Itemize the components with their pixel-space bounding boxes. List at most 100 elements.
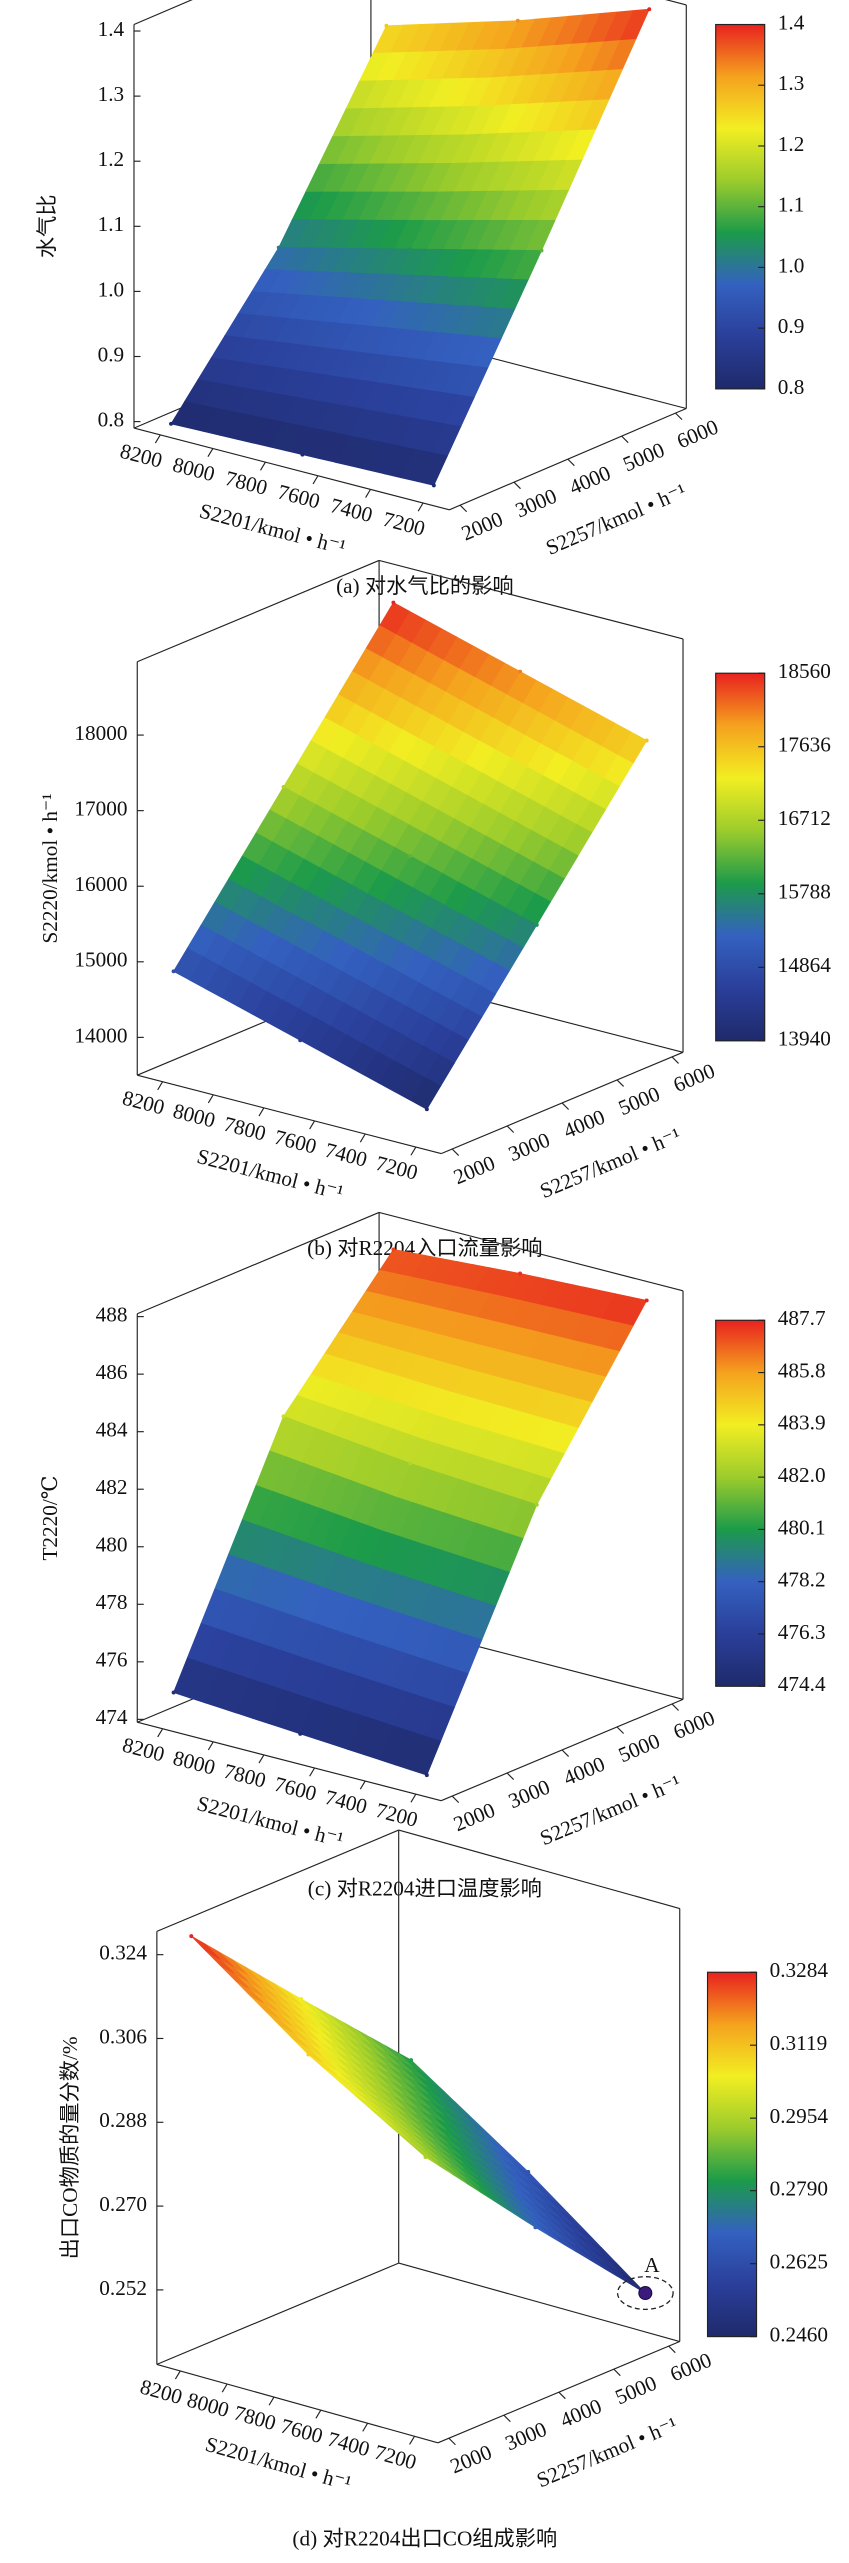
surface-patch bbox=[170, 401, 202, 429]
colorbar-tick-label: 18560 bbox=[778, 659, 831, 683]
surface-chart: 8200 8000 7800 7600 7400 7200 2000300040005000… bbox=[35, 0, 805, 598]
x-tick-label: 8000 bbox=[170, 452, 217, 486]
y-tick-label: 4000 bbox=[557, 2394, 605, 2433]
x-tick bbox=[174, 2370, 181, 2380]
x-tick bbox=[309, 1767, 316, 1777]
colorbar-tick-label: 476.3 bbox=[778, 1620, 826, 1644]
colorbar-tick-label: 0.3119 bbox=[770, 2031, 828, 2055]
z-tick-label: 14000 bbox=[74, 1023, 127, 1047]
axis-box-edge bbox=[156, 2363, 439, 2444]
x-tick-label: 7600 bbox=[272, 1125, 319, 1159]
z-tick-label: 0.306 bbox=[99, 2024, 147, 2048]
z-tick-label: 480 bbox=[96, 1533, 128, 1557]
colorbar-tick-label: 0.9 bbox=[778, 314, 805, 338]
axis-box-edge bbox=[137, 1721, 442, 1802]
colorbar-tick-label: 0.8 bbox=[778, 375, 805, 399]
y-tick-label: 5000 bbox=[619, 438, 667, 477]
colorbar bbox=[715, 1319, 766, 1687]
surface-vertex bbox=[526, 2169, 531, 2174]
x-tick bbox=[259, 461, 266, 471]
surface-chart: 8200 8000 7800 7600 7400 7200 2000300040005000… bbox=[38, 1211, 826, 1900]
x-tick bbox=[207, 1094, 214, 1104]
y-axis-label: S2257/kmol • h⁻¹ bbox=[536, 1123, 684, 1203]
surface-patch bbox=[190, 1935, 220, 1960]
colorbar bbox=[706, 1971, 758, 2338]
colorbar-tick-label: 0.3284 bbox=[770, 1958, 829, 1982]
z-tick-label: 0.324 bbox=[99, 1941, 147, 1965]
surface-patch bbox=[173, 1657, 204, 1699]
annotation-point bbox=[638, 2286, 653, 2301]
x-tick-label: 7600 bbox=[275, 480, 322, 514]
y-tick bbox=[558, 2391, 566, 2400]
surface-vertex bbox=[423, 2155, 428, 2159]
colorbar bbox=[715, 23, 766, 390]
axis-box-edge bbox=[133, 0, 193, 26]
y-tick bbox=[503, 2414, 511, 2423]
surface-vertex bbox=[391, 1247, 396, 1252]
x-tick-label: 7400 bbox=[323, 1138, 370, 1172]
x-tick bbox=[410, 1146, 417, 1156]
surface-vertex bbox=[171, 1690, 176, 1695]
surface-vertex bbox=[299, 1997, 304, 2001]
colorbar-tick-label: 482.0 bbox=[778, 1463, 826, 1487]
x-tick-label: 7800 bbox=[223, 466, 270, 500]
colorbar-tick-label: 0.2460 bbox=[770, 2322, 828, 2346]
surface-vertex bbox=[281, 1414, 286, 1419]
y-tick-label: 6000 bbox=[670, 1059, 718, 1098]
y-axis-label: S2257/kmol • h⁻¹ bbox=[533, 2412, 681, 2492]
y-tick bbox=[616, 1726, 624, 1734]
colorbar-tick-label: 17636 bbox=[778, 733, 831, 757]
x-axis-label: S2201/kmol • h⁻¹ bbox=[194, 1791, 345, 1852]
y-tick-label: 5000 bbox=[615, 1729, 663, 1768]
axis-box-edge bbox=[378, 559, 684, 640]
y-tick bbox=[621, 435, 629, 444]
annotation-label: A bbox=[644, 2253, 660, 2277]
colorbar-tick-label: 0.2625 bbox=[770, 2250, 828, 2274]
x-tick bbox=[207, 1741, 214, 1751]
surface-vertex bbox=[644, 1298, 649, 1303]
colorbar-tick-label: 478.2 bbox=[778, 1568, 826, 1592]
x-tick bbox=[258, 1107, 265, 1117]
surface-vertex bbox=[169, 421, 173, 426]
colorbar-tick-label: 487.7 bbox=[778, 1306, 826, 1330]
colorbar-tick-label: 16712 bbox=[778, 806, 831, 830]
surface-vertex bbox=[306, 2052, 311, 2057]
x-tick-label: 7800 bbox=[221, 1112, 268, 1146]
x-tick bbox=[309, 1120, 316, 1130]
surface-patch bbox=[173, 947, 204, 981]
x-tick-label: 7800 bbox=[221, 1759, 268, 1793]
y-tick bbox=[671, 1056, 679, 1064]
surface-vertex bbox=[298, 1038, 303, 1043]
surface-vertex bbox=[300, 452, 305, 457]
z-tick-label: 16000 bbox=[74, 872, 127, 896]
surface-vertex bbox=[409, 2058, 414, 2063]
x-tick-label: 7200 bbox=[372, 2440, 419, 2475]
colorbar-tick-label: 483.9 bbox=[778, 1411, 826, 1435]
x-tick-label: 7200 bbox=[380, 507, 427, 541]
surface-vertex bbox=[408, 1461, 413, 1466]
colorbar-tick-label: 1.1 bbox=[778, 193, 805, 217]
x-tick bbox=[417, 502, 424, 512]
y-tick-label: 4000 bbox=[566, 461, 614, 500]
x-tick-label: 8000 bbox=[171, 1099, 218, 1133]
x-tick-label: 7600 bbox=[272, 1772, 319, 1806]
z-tick-label: 476 bbox=[96, 1648, 128, 1672]
colorbar-tick-label: 480.1 bbox=[778, 1515, 826, 1539]
surface-vertex bbox=[539, 248, 544, 253]
x-tick bbox=[268, 2396, 275, 2406]
surface-vertex bbox=[518, 1271, 523, 1276]
x-tick bbox=[410, 1793, 417, 1803]
x-tick-label: 8200 bbox=[120, 1733, 167, 1767]
surface-vertex bbox=[171, 969, 176, 974]
axis-box-edge bbox=[378, 1211, 684, 1292]
x-tick-label: 8200 bbox=[138, 2374, 185, 2409]
x-tick-label: 7200 bbox=[373, 1151, 420, 1185]
surface-vertex bbox=[515, 18, 520, 23]
colorbar-tick-label: 485.8 bbox=[778, 1358, 826, 1382]
y-tick bbox=[451, 1148, 460, 1156]
caption: (d) 对R2204出口CO组成影响 bbox=[292, 2527, 557, 2551]
surface-vertex bbox=[384, 23, 389, 28]
z-tick-label: 0.270 bbox=[99, 2192, 147, 2216]
axis-box-edge bbox=[398, 1829, 680, 1910]
